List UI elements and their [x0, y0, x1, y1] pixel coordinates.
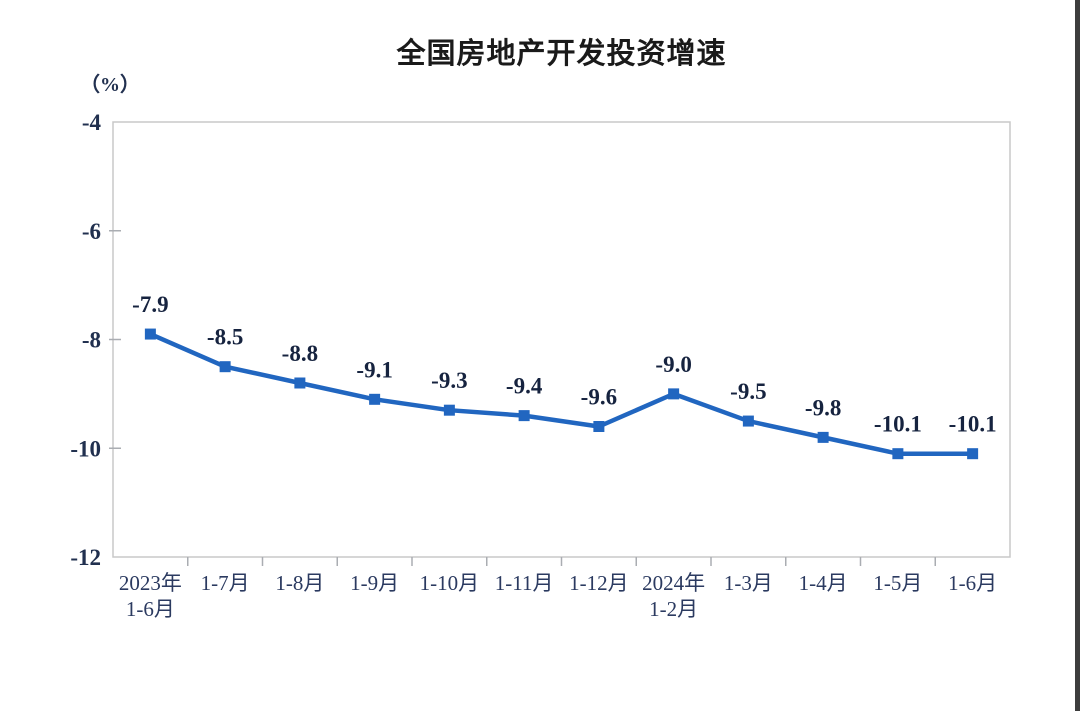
data-point-label: -9.6 — [581, 385, 617, 410]
screen-right-edge-strip — [1075, 0, 1080, 711]
x-axis-tick-label: 1-7月 — [201, 571, 250, 595]
data-point-label: -8.8 — [282, 341, 318, 366]
x-axis-tick-label: 2023年 1-6月 — [119, 571, 182, 621]
data-point-label: -8.5 — [207, 325, 243, 350]
y-axis-tick-label: -6 — [82, 219, 101, 244]
data-point-label: -9.1 — [356, 357, 392, 382]
x-axis-tick-label: 1-6月 — [948, 571, 997, 595]
data-point-marker — [892, 448, 904, 460]
y-axis-unit-label: （%） — [80, 74, 140, 96]
y-axis-tick-label: -4 — [82, 110, 102, 135]
y-axis-tick-label: -12 — [70, 545, 101, 570]
x-axis-tick-label: 1-8月 — [275, 571, 324, 595]
data-point-marker — [668, 388, 680, 400]
data-point-label: -10.1 — [874, 412, 922, 437]
x-axis-tick-label: 1-10月 — [420, 571, 480, 595]
x-axis-tick-label: 1-12月 — [569, 571, 629, 595]
x-axis-tick-label: 1-11月 — [495, 571, 554, 595]
x-axis-tick-label: 1-9月 — [350, 571, 399, 595]
plot-area-border — [112, 121, 1011, 558]
data-point-marker — [967, 448, 979, 460]
x-axis-tick-label: 2024年 1-2月 — [642, 571, 705, 621]
data-point-label: -10.1 — [949, 412, 997, 437]
data-point-marker — [369, 393, 381, 405]
data-point-label: -9.4 — [506, 374, 543, 399]
data-point-marker — [742, 415, 754, 427]
data-point-label: -9.8 — [805, 395, 841, 420]
data-point-marker — [593, 421, 605, 432]
data-point-marker — [817, 431, 829, 443]
y-axis-tick-label: -8 — [82, 328, 101, 353]
data-point-marker — [144, 328, 156, 340]
data-point-marker — [219, 361, 231, 373]
x-axis-tick-label: 1-3月 — [724, 571, 773, 595]
data-point-marker — [443, 404, 455, 416]
chart-title: 全国房地产开发投资增速 — [396, 36, 727, 70]
data-point-marker — [518, 410, 530, 422]
data-point-label: -9.0 — [655, 352, 691, 377]
y-axis-tick-label: -10 — [70, 436, 101, 461]
data-point-label: -9.5 — [730, 379, 766, 404]
trend-line — [148, 331, 975, 456]
data-point-marker — [294, 377, 306, 389]
x-axis-tick-label: 1-4月 — [799, 571, 848, 595]
data-point-label: -7.9 — [132, 292, 168, 317]
x-axis-tick-label: 1-5月 — [873, 571, 922, 595]
data-point-label: -9.3 — [431, 368, 467, 393]
